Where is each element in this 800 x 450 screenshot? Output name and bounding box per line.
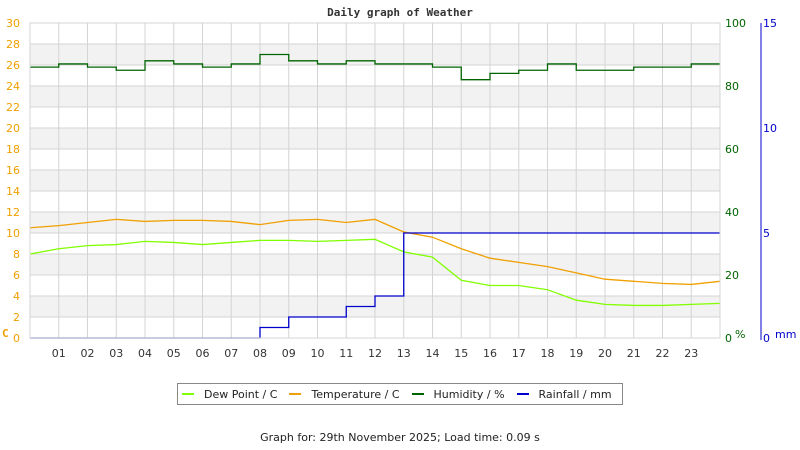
y-tick-rain: 10 [763,122,777,135]
legend-swatch-icon [289,393,302,395]
legend-item: Temperature / C [289,387,400,401]
x-tick: 19 [569,347,583,360]
x-tick: 02 [81,347,95,360]
footer-status: Graph for: 29th November 2025; Load time… [260,431,540,444]
legend-swatch-icon [411,393,424,395]
x-tick: 18 [541,347,555,360]
x-tick: 09 [282,347,296,360]
series-line-dew [29,238,721,307]
y-tick-left: 2 [13,311,20,324]
x-tick: 16 [483,347,497,360]
x-tick: 01 [52,347,66,360]
x-tick: 22 [656,347,670,360]
y-tick-left: 8 [13,248,20,261]
x-tick: 06 [196,347,210,360]
x-tick: 10 [311,347,325,360]
legend-swatch-icon [182,393,194,395]
x-tick: 11 [339,347,353,360]
y-tick-left: 16 [6,164,20,177]
y-tick-humidity: 80 [725,80,739,93]
legend-label: Temperature / C [311,387,400,401]
y-tick-humidity: 60 [725,143,739,156]
y-tick-humidity: 40 [725,206,739,219]
series-line-temperature [29,218,721,286]
x-tick: 03 [109,347,123,360]
y-unit-humidity: % [735,328,745,341]
legend-label: Dew Point / C [204,387,278,401]
legend-label: Rainfall / mm [538,387,612,401]
y-tick-rain: 15 [763,17,777,30]
legend-swatch-icon [516,393,529,395]
y-tick-left: 10 [6,227,20,240]
y-tick-left: 20 [6,122,20,135]
legend-item: Dew Point / C [182,388,277,401]
y-unit-left: C [2,327,9,340]
y-tick-left: 12 [6,206,20,219]
y-unit-rain: mm [775,328,796,341]
y-tick-left: 14 [6,185,20,198]
legend-item: Rainfall / mm [516,387,612,401]
x-tick: 08 [253,347,267,360]
y-tick-humidity: 20 [725,269,739,282]
y-tick-left: 22 [6,101,20,114]
x-tick: 20 [598,347,612,360]
x-tick: 07 [224,347,238,360]
y-tick-left: 6 [13,269,20,282]
x-tick: 15 [454,347,468,360]
x-tick: 12 [368,347,382,360]
plot-border [29,22,721,339]
x-tick: 17 [512,347,526,360]
y-tick-left: 26 [6,59,20,72]
y-tick-left: 18 [6,143,20,156]
x-tick: 21 [627,347,641,360]
y-tick-rain: 5 [763,227,770,240]
y-tick-left: 24 [6,80,20,93]
y-tick-rain: 0 [763,332,770,345]
x-tick: 23 [684,347,698,360]
legend-item: Humidity / % [411,387,505,401]
y-tick-left: 30 [6,17,20,30]
y-tick-left: 4 [13,290,20,303]
y-tick-left: 0 [13,332,20,345]
y-tick-humidity: 0 [725,332,732,345]
y-tick-left: 28 [6,38,20,51]
x-tick: 14 [426,347,440,360]
x-tick: 04 [138,347,152,360]
y-tick-humidity: 100 [725,17,746,30]
x-tick: 05 [167,347,181,360]
x-tick: 13 [397,347,411,360]
chart-title: Daily graph of Weather [327,6,473,19]
legend: Dew Point / C Temperature / C Humidity / %… [177,383,623,405]
series-line-humidity [30,53,720,81]
legend-label: Humidity / % [433,387,505,401]
